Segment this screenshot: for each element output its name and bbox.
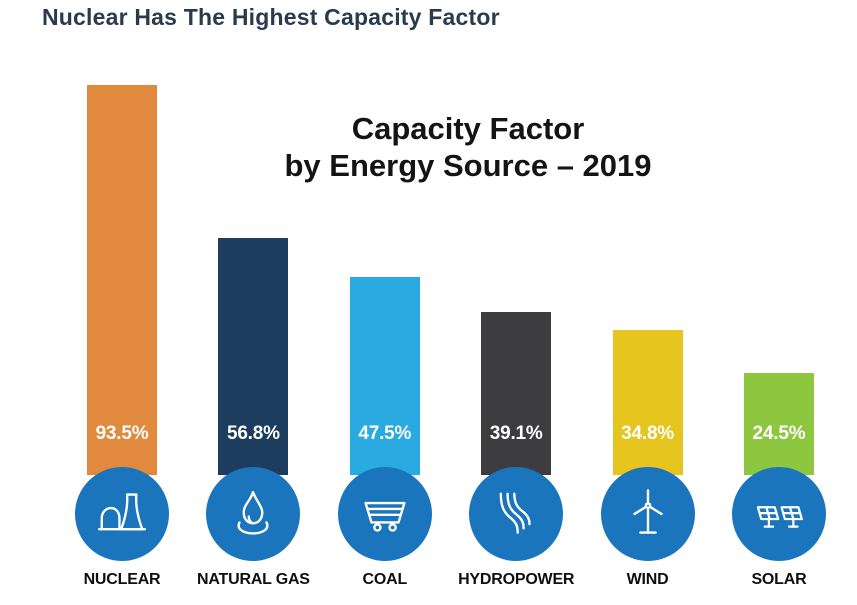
chart-title-line2: by Energy Source – 2019	[284, 148, 652, 184]
chart-title: Capacity Factor by Energy Source – 2019	[228, 110, 708, 184]
bar-nuclear: 93.5%	[87, 85, 157, 475]
bar-wind: 34.8%	[612, 330, 683, 475]
bar-value-label-natural-gas: 56.8%	[226, 423, 280, 444]
bar-region-solar: 24.5%	[727, 85, 831, 475]
bar-natural-gas: 56.8%	[218, 238, 289, 475]
solar-panel-icon	[752, 487, 806, 541]
hydropower-icon-circle	[469, 467, 564, 561]
page-title: Nuclear Has The Highest Capacity Factor	[42, 4, 500, 30]
category-label-hydropower: HYDROPOWER	[458, 571, 575, 588]
wind-icon-circle	[600, 467, 695, 561]
bar-solar: 24.5%	[743, 373, 814, 475]
chart-column-coal: 47.5% COAL	[333, 85, 437, 589]
bar-value-label-hydropower: 39.1%	[489, 423, 543, 444]
natural-gas-icon-circle	[206, 467, 301, 561]
category-label-solar: SOLAR	[751, 571, 807, 588]
bar-columns: 93.5% NUCLEAR 56.8% NATURAL GAS 47.5% COAL 39.…	[70, 85, 831, 589]
nuclear-icon-circle	[75, 467, 169, 561]
chart-column-nuclear: 93.5% NUCLEAR	[70, 85, 174, 589]
bar-value-label-wind: 34.8%	[621, 423, 674, 444]
chart-column-wind: 34.8% WIND	[596, 85, 700, 589]
category-label-coal: COAL	[362, 571, 408, 588]
bar-region-hydropower: 39.1%	[464, 85, 568, 475]
bar-hydropower: 39.1%	[481, 312, 552, 475]
coal-icon-circle	[337, 467, 432, 561]
cooling-tower-icon	[95, 487, 149, 541]
gas-flame-icon	[226, 487, 280, 541]
bar-region-wind: 34.8%	[596, 85, 700, 475]
bar-region-nuclear: 93.5%	[70, 85, 174, 475]
bar-region-coal: 47.5%	[333, 85, 437, 475]
bar-region-natural-gas: 56.8%	[201, 85, 305, 475]
chart-column-hydropower: 39.1% HYDROPOWER	[458, 85, 574, 589]
solar-icon-circle	[731, 467, 826, 561]
coal-cart-icon	[358, 487, 412, 541]
category-label-natural-gas: NATURAL GAS	[197, 571, 310, 588]
chart-title-line1: Capacity Factor	[351, 111, 585, 146]
category-label-nuclear: NUCLEAR	[83, 571, 161, 588]
bar-value-label-coal: 47.5%	[358, 423, 412, 444]
bar-value-label-solar: 24.5%	[752, 423, 806, 444]
bar-coal: 47.5%	[349, 277, 420, 475]
wind-turbine-icon	[621, 487, 675, 541]
category-label-wind: WIND	[626, 571, 669, 588]
chart-column-natural-gas: 56.8% NATURAL GAS	[197, 85, 310, 589]
bar-value-label-nuclear: 93.5%	[95, 423, 149, 444]
hydro-dam-icon	[489, 487, 543, 541]
chart-column-solar: 24.5% SOLAR	[727, 85, 831, 589]
